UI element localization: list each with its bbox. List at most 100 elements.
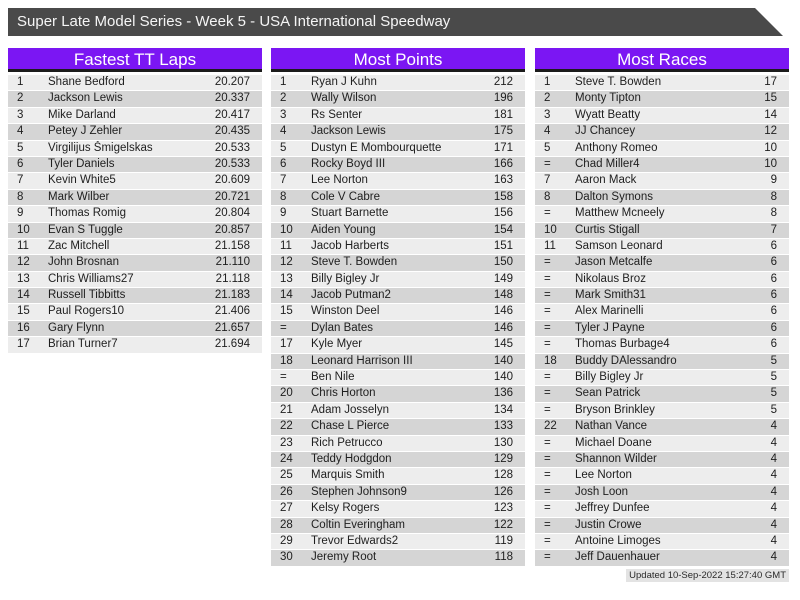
table-row: 1 Ryan J Kuhn 212 (271, 75, 525, 91)
value-cell: 119 (494, 534, 513, 547)
driver-name-cell: Antoine Limoges (575, 534, 661, 547)
driver-name-cell: Zac Mitchell (48, 239, 110, 252)
value-cell: 21.183 (214, 289, 250, 302)
driver-name-cell: Leonard Harrison III (311, 354, 413, 367)
value-cell: 20.804 (214, 207, 250, 220)
rank-cell: = (544, 338, 551, 351)
driver-name-cell: Gary Flynn (48, 321, 105, 334)
fastest-tt-laps-body: 1 Shane Bedford 20.207 2 Jackson Lewis 20.337… (8, 72, 262, 353)
driver-name-cell: Dylan Bates (311, 321, 374, 334)
table-row: 7 Aaron Mack 9 (535, 173, 789, 189)
rank-cell: 27 (280, 502, 293, 515)
value-cell: 5 (770, 371, 777, 384)
table-row: 8 Mark Wilber 20.721 (8, 189, 262, 206)
table-row: 3 Wyatt Beatty 14 (535, 107, 789, 124)
driver-name-cell: Bryson Brinkley (575, 403, 655, 416)
table-row: 10 Curtis Stigall 7 (535, 222, 789, 238)
value-cell: 21.158 (214, 239, 250, 252)
value-cell: 6 (770, 272, 777, 285)
table-row: 14 Jacob Putman2 148 (271, 288, 525, 304)
rank-cell: 15 (280, 305, 293, 318)
driver-name-cell: Stuart Barnette (311, 207, 389, 220)
table-row: = Jeffrey Dunfee 4 (535, 501, 789, 517)
rank-cell: 15 (17, 305, 30, 318)
rank-cell: 9 (17, 207, 24, 220)
driver-name-cell: Nathan Vance (575, 420, 648, 433)
driver-name-cell: Adam Josselyn (311, 403, 389, 416)
value-cell: 136 (493, 387, 513, 400)
value-cell: 6 (770, 256, 777, 269)
table-row: 3 Mike Darland 20.417 (8, 107, 262, 124)
table-row: 6 Tyler Daniels 20.533 (8, 156, 262, 173)
value-cell: 4 (770, 485, 777, 498)
table-row: 30 Jeremy Root 118 (271, 550, 525, 566)
rank-cell: 1 (280, 76, 287, 88)
driver-name-cell: Jackson Lewis (311, 125, 386, 138)
driver-name-cell: JJ Chancey (575, 125, 636, 138)
value-cell: 123 (493, 502, 513, 515)
table-row: 22 Chase L Pierce 133 (271, 419, 525, 435)
most-points-table: Most Points 1 Ryan J Kuhn 212 2 Wally Wilson… (271, 48, 525, 567)
rank-cell: 13 (280, 272, 293, 285)
table-row: 11 Zac Mitchell 21.158 (8, 238, 262, 255)
value-cell: 148 (493, 289, 513, 302)
rank-cell: 10 (280, 223, 293, 236)
value-cell: 4 (770, 534, 777, 547)
rank-cell: = (544, 469, 551, 482)
driver-name-cell: Dalton Symons (575, 190, 653, 203)
driver-name-cell: Cole V Cabre (311, 190, 381, 203)
table-row: 1 Steve T. Bowden 17 (535, 75, 789, 91)
table-row: = Dylan Bates 146 (271, 320, 525, 337)
rank-cell: 26 (280, 485, 293, 498)
rank-cell: 11 (17, 239, 29, 252)
table-row: = Thomas Burbage4 6 (535, 337, 789, 353)
table-row: 15 Winston Deel 146 (271, 304, 525, 320)
value-cell: 6 (770, 239, 777, 252)
value-cell: 4 (770, 469, 777, 482)
value-cell: 134 (493, 403, 513, 416)
table-row: 3 Rs Senter 181 (271, 107, 525, 124)
value-cell: 20.435 (214, 125, 250, 138)
driver-name-cell: Jeremy Root (311, 551, 377, 564)
table-row: = Jeff Dauenhauer 4 (535, 550, 789, 566)
value-cell: 126 (493, 485, 513, 498)
table-row: 14 Russell Tibbitts 21.183 (8, 288, 262, 304)
rank-cell: 6 (17, 157, 24, 170)
table-row: 12 John Brosnan 21.110 (8, 255, 262, 271)
table-row: = Shannon Wilder 4 (535, 451, 789, 468)
rank-cell: = (544, 403, 551, 416)
value-cell: 20.721 (214, 190, 250, 203)
driver-name-cell: Russell Tibbitts (48, 289, 126, 302)
table-row: 5 Virgilijus Šmigelskas 20.533 (8, 140, 262, 156)
driver-name-cell: Mark Wilber (48, 190, 110, 203)
rank-cell: 5 (17, 141, 24, 154)
fastest-tt-laps-table: Fastest TT Laps 1 Shane Bedford 20.207 2 Jac… (8, 48, 262, 354)
most-points-header: Most Points (271, 48, 525, 72)
table-row: = Justin Crowe 4 (535, 517, 789, 533)
table-row: 4 Petey J Zehler 20.435 (8, 124, 262, 140)
value-cell: 156 (493, 207, 513, 220)
rank-cell: 4 (544, 125, 551, 138)
rank-cell: 2 (280, 92, 287, 105)
table-row: 25 Marquis Smith 128 (271, 468, 525, 484)
rank-cell: 3 (280, 108, 287, 121)
table-row: 2 Monty Tipton 15 (535, 91, 789, 107)
table-row: 23 Rich Petrucco 130 (271, 435, 525, 451)
rank-cell: 7 (544, 174, 551, 187)
value-cell: 166 (493, 157, 513, 170)
table-row: 15 Paul Rogers10 21.406 (8, 304, 262, 320)
value-cell: 130 (493, 436, 513, 449)
updated-timestamp: Updated 10-Sep-2022 15:27:40 GMT (626, 569, 789, 582)
rank-cell: = (544, 452, 551, 465)
rank-cell: 13 (17, 272, 30, 285)
table-row: 13 Billy Bigley Jr 149 (271, 271, 525, 288)
table-row: = Chad Miller4 10 (535, 156, 789, 173)
table-row: = Tyler J Payne 6 (535, 320, 789, 337)
value-cell: 9 (770, 174, 777, 187)
driver-name-cell: Samson Leonard (575, 239, 663, 252)
rank-cell: 29 (280, 534, 293, 547)
table-row: 17 Brian Turner7 21.694 (8, 337, 262, 353)
value-cell: 129 (493, 452, 513, 465)
table-row: 13 Chris Williams27 21.118 (8, 271, 262, 288)
driver-name-cell: Billy Bigley Jr (311, 272, 380, 285)
